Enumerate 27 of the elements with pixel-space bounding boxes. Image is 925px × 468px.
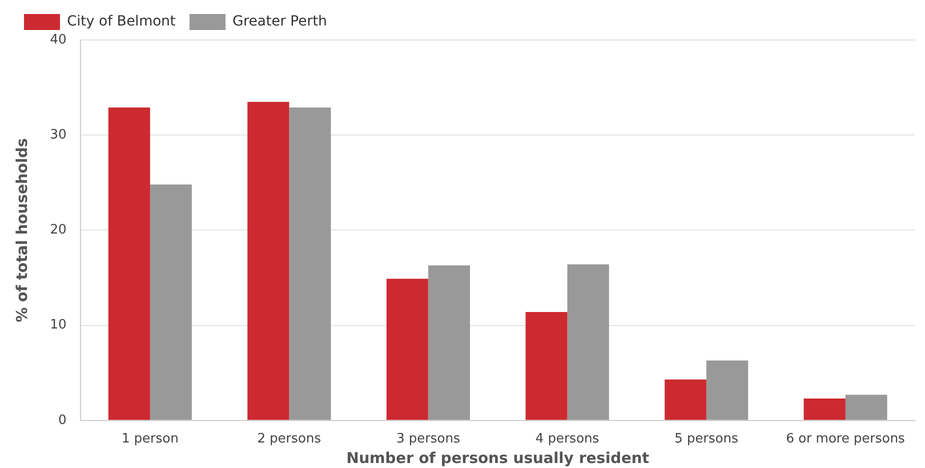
bar xyxy=(804,398,846,420)
legend-label: City of Belmont xyxy=(67,14,176,30)
y-axis-title: % of total households xyxy=(12,138,31,322)
bar xyxy=(664,380,706,420)
legend-label: Greater Perth xyxy=(232,14,327,30)
bar xyxy=(386,278,428,420)
y-tick-label: 0 xyxy=(58,412,67,428)
bar xyxy=(706,360,748,420)
x-tick-label: 5 persons xyxy=(674,432,738,447)
x-axis-title: Number of persons usually resident xyxy=(346,448,650,467)
bar xyxy=(428,265,470,420)
x-tick-label: 3 persons xyxy=(396,432,460,447)
x-tick-label: 2 persons xyxy=(257,432,322,447)
y-tick-label: 30 xyxy=(50,127,67,142)
y-tick-label: 40 xyxy=(50,32,67,48)
bar xyxy=(108,108,150,420)
bar xyxy=(526,312,568,420)
bar xyxy=(845,394,888,420)
bar xyxy=(247,102,290,420)
x-tick-label: 6 or more persons xyxy=(786,432,906,447)
y-tick-label: 10 xyxy=(50,318,67,333)
bar xyxy=(150,184,192,420)
x-tick-label: 4 persons xyxy=(535,432,600,447)
y-tick-label: 20 xyxy=(50,222,67,238)
bar xyxy=(567,264,610,420)
bar xyxy=(289,108,331,420)
x-tick-label: 1 person xyxy=(122,432,179,447)
